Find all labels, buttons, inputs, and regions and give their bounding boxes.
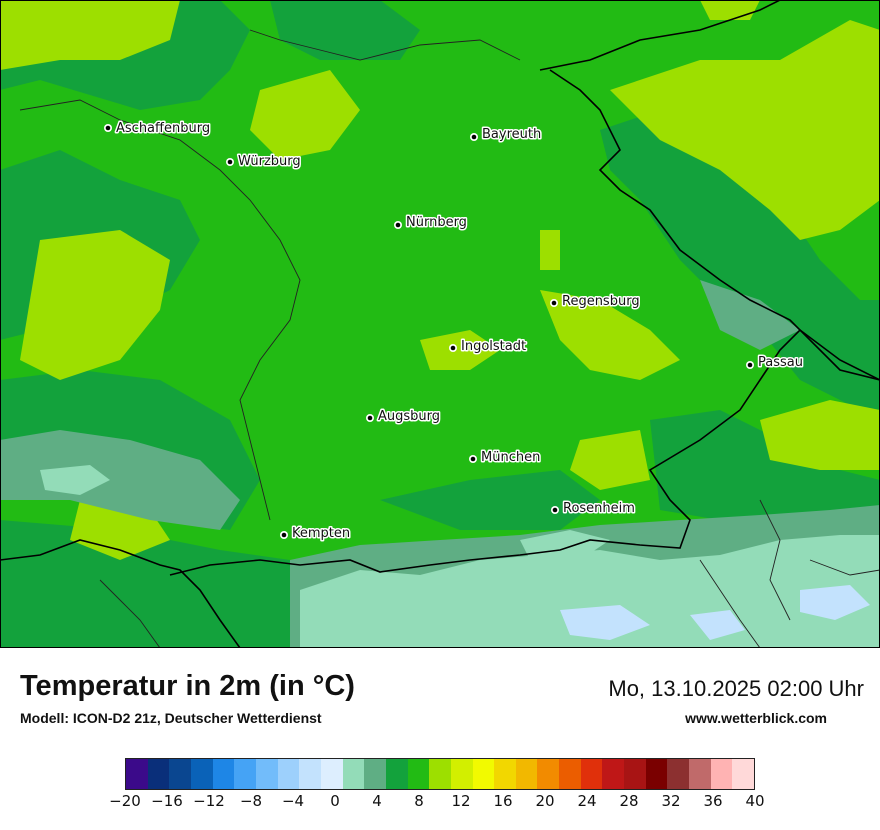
website-link[interactable]: www.wetterblick.com bbox=[685, 710, 827, 726]
forecast-datetime: Mo, 13.10.2025 02:00 Uhr bbox=[608, 676, 864, 701]
state-borders bbox=[0, 0, 880, 648]
colorbar-swatch bbox=[234, 759, 256, 789]
colorbar-swatch bbox=[494, 759, 516, 789]
city-passau: Passau bbox=[746, 354, 804, 372]
city-label: Rosenheim bbox=[563, 501, 635, 516]
colorbar-tick-label: 0 bbox=[330, 792, 340, 810]
city-label: Ingolstadt bbox=[461, 339, 526, 354]
city-label: Würzburg bbox=[238, 154, 301, 169]
colorbar-swatch bbox=[450, 759, 473, 789]
colorbar-swatch bbox=[429, 759, 451, 789]
city-wuerzburg: Würzburg bbox=[226, 153, 302, 171]
city-label: Kempten bbox=[292, 526, 350, 541]
colorbar-swatch bbox=[689, 759, 711, 789]
colorbar-ticks: −20 −16 −12 −8 −4 0 4 8 12 16 20 24 28 32 36 40 bbox=[0, 792, 880, 822]
colorbar-swatch bbox=[580, 759, 603, 789]
colorbar-tick-label: 36 bbox=[703, 792, 723, 810]
colorbar-swatch bbox=[515, 759, 538, 789]
colorbar-tick-label: −16 bbox=[151, 792, 183, 810]
city-regensburg: Regensburg bbox=[550, 293, 641, 311]
city-aschaffenburg: Aschaffenburg bbox=[104, 120, 212, 138]
model-info: Modell: ICON-D2 21z, Deutscher Wetterdie… bbox=[20, 710, 322, 726]
map-title: Temperatur in 2m (in °C) bbox=[20, 670, 355, 702]
colorbar-tick-label: −12 bbox=[193, 792, 225, 810]
colorbar-swatch bbox=[342, 759, 365, 789]
city-rosenheim: Rosenheim bbox=[551, 500, 636, 518]
colorbar-tick-label: 16 bbox=[493, 792, 513, 810]
city-augsburg: Augsburg bbox=[366, 408, 442, 426]
colorbar-swatch bbox=[385, 759, 408, 789]
colorbar-swatch bbox=[212, 759, 235, 789]
colorbar-swatch bbox=[126, 759, 148, 789]
colorbar-tick-label: 8 bbox=[414, 792, 424, 810]
city-label: Bayreuth bbox=[482, 127, 541, 142]
colorbar-swatch bbox=[645, 759, 668, 789]
city-markers: Aschaffenburg Bayreuth Würzburg Nürnberg… bbox=[104, 120, 804, 543]
city-ingolstadt: Ingolstadt bbox=[449, 338, 528, 356]
temperature-map: Aschaffenburg Bayreuth Würzburg Nürnberg… bbox=[0, 0, 880, 648]
colorbar-swatch bbox=[624, 759, 646, 789]
city-nuernberg: Nürnberg bbox=[394, 214, 468, 232]
city-label: Passau bbox=[758, 355, 803, 370]
colorbar-swatch bbox=[320, 759, 343, 789]
colorbar-tick-label: −4 bbox=[281, 792, 305, 810]
colorbar-tick-label: 28 bbox=[619, 792, 639, 810]
colorbar-tick-label: 24 bbox=[577, 792, 597, 810]
dark-green-areas bbox=[0, 0, 880, 648]
colorbar-swatch bbox=[537, 759, 560, 789]
colorbar-tick-label: 32 bbox=[661, 792, 681, 810]
colorbar-tick-label: 4 bbox=[372, 792, 382, 810]
colorbar-swatch bbox=[364, 759, 386, 789]
colorbar-tick-label: 40 bbox=[745, 792, 765, 810]
colorbar-swatch bbox=[732, 759, 755, 789]
colorbar-swatch bbox=[255, 759, 278, 789]
city-kempten: Kempten bbox=[280, 525, 352, 543]
colorbar-swatch bbox=[190, 759, 213, 789]
colorbar-swatch bbox=[147, 759, 170, 789]
district-borders bbox=[19, 29, 880, 648]
city-label: Nürnberg bbox=[406, 215, 467, 230]
colorbar-swatch bbox=[169, 759, 191, 789]
colorbar-swatch bbox=[299, 759, 321, 789]
colorbar-swatch bbox=[667, 759, 690, 789]
colorbar-swatch bbox=[602, 759, 625, 789]
colorbar-swatch bbox=[710, 759, 733, 789]
city-label: Aschaffenburg bbox=[116, 121, 210, 136]
lime-areas bbox=[0, 0, 880, 560]
colorbar-swatch bbox=[407, 759, 430, 789]
city-bayreuth: Bayreuth bbox=[470, 126, 543, 144]
city-label: Augsburg bbox=[378, 409, 440, 424]
city-label: München bbox=[481, 450, 540, 465]
city-muenchen: München bbox=[469, 449, 542, 467]
map-footer: Temperatur in 2m (in °C) Modell: ICON-D2… bbox=[0, 648, 880, 830]
colorbar-swatch bbox=[472, 759, 495, 789]
colorbar-swatch bbox=[559, 759, 581, 789]
colorbar-tick-label: −20 bbox=[109, 792, 141, 810]
pale-areas bbox=[560, 585, 870, 640]
temperature-colorbar bbox=[125, 758, 755, 790]
colorbar-swatch bbox=[277, 759, 300, 789]
colorbar-tick-label: 12 bbox=[451, 792, 471, 810]
colorbar-tick-label: −8 bbox=[239, 792, 263, 810]
city-label: Regensburg bbox=[562, 294, 640, 309]
colorbar-tick-label: 20 bbox=[535, 792, 555, 810]
